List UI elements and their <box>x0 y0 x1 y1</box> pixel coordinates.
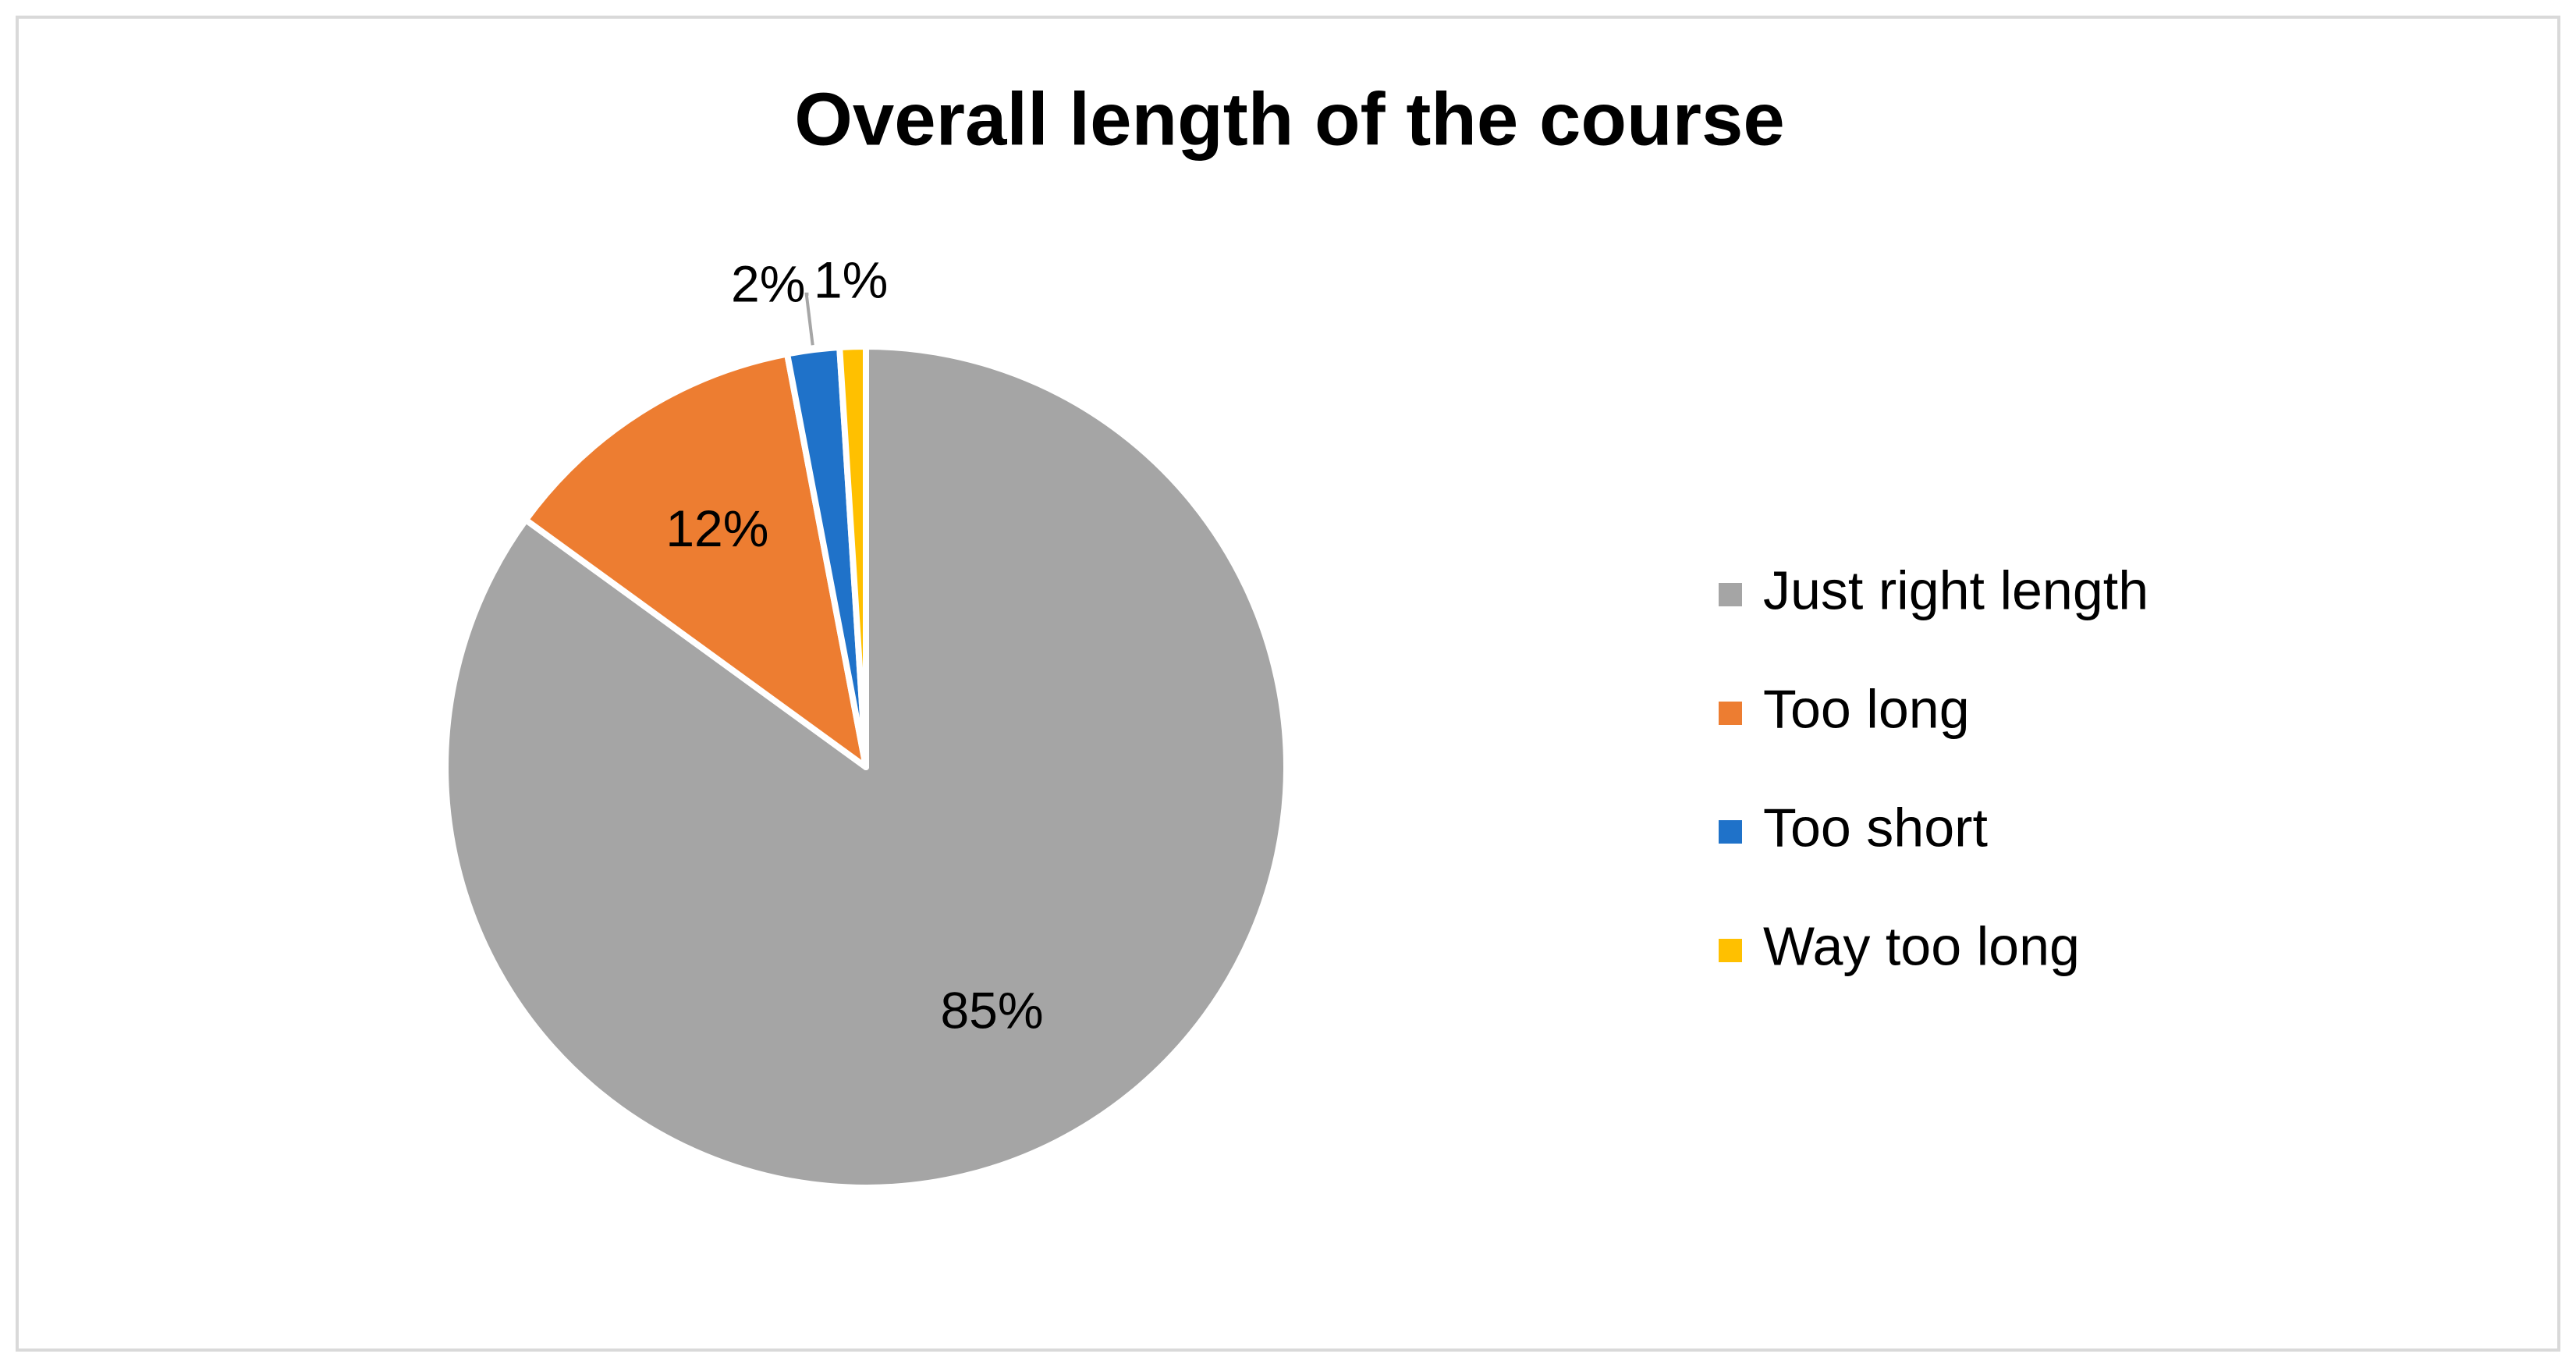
chart-title: Overall length of the course <box>794 77 1785 161</box>
pie-slice <box>522 350 869 770</box>
pie-slice <box>836 343 869 770</box>
legend-label: Too short <box>1763 797 1988 858</box>
data-label: 1% <box>814 251 888 309</box>
data-label: 12% <box>665 499 768 557</box>
legend-label: Way too long <box>1763 915 2080 976</box>
legend-label: Too long <box>1763 678 1970 739</box>
legend-swatch <box>1719 820 1742 844</box>
legend-swatch <box>1719 939 1742 962</box>
data-label: 2% <box>731 254 805 312</box>
data-label: 85% <box>940 981 1043 1039</box>
leader-line <box>804 292 814 346</box>
chart-border <box>16 16 2560 1352</box>
legend-label: Just right length <box>1763 560 2148 620</box>
legend-swatch <box>1719 702 1742 725</box>
legend-swatch <box>1719 583 1742 606</box>
